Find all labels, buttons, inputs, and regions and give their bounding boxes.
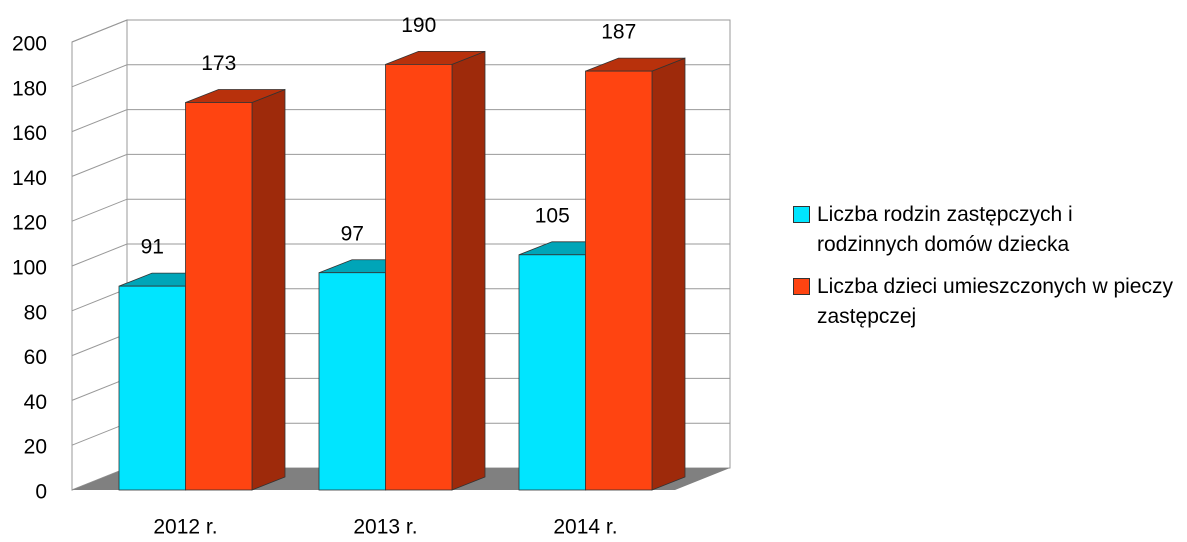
- bar-side: [451, 50, 486, 491]
- grid-line: [71, 19, 730, 43]
- y-tick-label: 140: [12, 167, 47, 190]
- bar: [318, 272, 386, 491]
- bar-side: [251, 88, 286, 491]
- y-tick-label: 120: [12, 212, 47, 235]
- grid-line: [71, 64, 730, 88]
- y-tick-label: 20: [24, 436, 47, 459]
- legend-item: Liczba rodzin zastępczych i rodzinnych d…: [793, 200, 1173, 260]
- grid-line: [71, 243, 730, 267]
- legend-item: Liczba dzieci umieszczonych w pieczy zas…: [793, 272, 1173, 332]
- y-tick-label: 0: [35, 481, 47, 504]
- bar: [118, 285, 186, 491]
- y-tick-label: 60: [24, 346, 47, 369]
- data-label: 91: [141, 236, 164, 259]
- bar: [585, 70, 653, 491]
- x-tick-label: 2012 r.: [153, 516, 217, 539]
- x-tick-label: 2014 r.: [553, 516, 617, 539]
- legend-swatch: [793, 206, 810, 223]
- y-tick-label: 160: [12, 122, 47, 145]
- grid-line: [71, 109, 730, 133]
- legend-label: Liczba dzieci umieszczonych w pieczy zas…: [817, 275, 1173, 328]
- data-label: 97: [341, 222, 364, 245]
- legend: Liczba rodzin zastępczych i rodzinnych d…: [793, 200, 1173, 344]
- grid-line: [71, 153, 730, 177]
- data-label: 105: [535, 204, 570, 227]
- grid-line: [71, 198, 730, 222]
- bar-side: [651, 57, 686, 491]
- data-label: 173: [201, 52, 236, 75]
- y-tick-label: 80: [24, 301, 47, 324]
- x-tick-label: 2013 r.: [353, 516, 417, 539]
- data-label: 187: [601, 21, 636, 44]
- y-tick-label: 40: [24, 391, 47, 414]
- y-tick-label: 100: [12, 257, 47, 280]
- y-tick-label: 200: [12, 33, 47, 56]
- bar: [385, 64, 453, 491]
- bar: [518, 254, 586, 491]
- bar: [185, 102, 253, 491]
- data-label: 190: [401, 14, 436, 37]
- legend-swatch: [793, 278, 810, 295]
- legend-label: Liczba rodzin zastępczych i rodzinnych d…: [817, 203, 1073, 256]
- y-tick-label: 180: [12, 77, 47, 100]
